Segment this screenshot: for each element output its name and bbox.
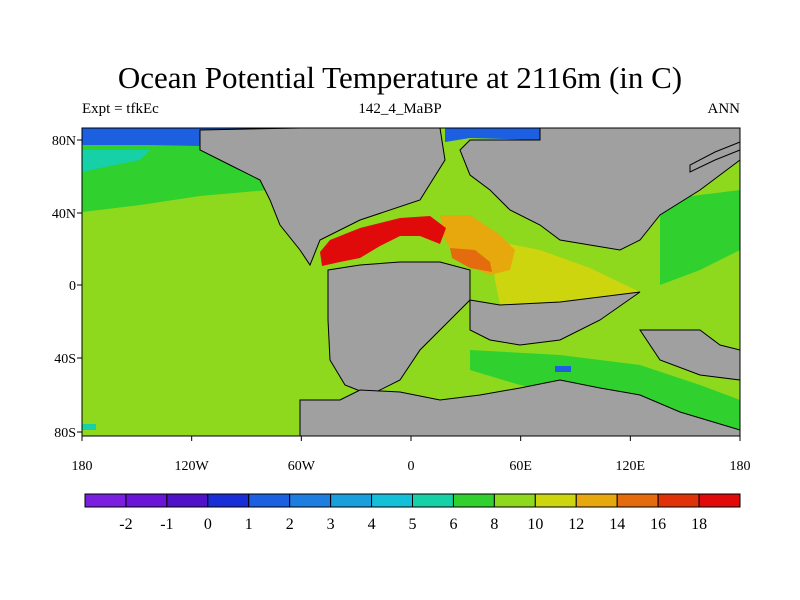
colorbar-label: 0 [204, 516, 212, 533]
ocean-field-tethys-18 [320, 216, 446, 266]
colorbar-label: 3 [327, 516, 335, 533]
ocean-field-north-pacific-8 [82, 150, 268, 212]
land-masses [199, 127, 741, 437]
age-label: 142_4_MaBP [358, 101, 442, 117]
y-tick-label: 0 [69, 279, 76, 294]
y-tick-label: 80N [52, 134, 76, 149]
colorbar: -2 -1 0 1 2 3 4 5 6 8 10 12 14 16 18 [84, 493, 741, 533]
land-africa-india [469, 291, 641, 346]
colorbar-label: 12 [568, 516, 584, 533]
colorbar-label: 4 [368, 516, 376, 533]
ocean-field-tethys-16 [450, 248, 492, 272]
colorbar-label: 18 [691, 516, 707, 533]
x-tick-label: 0 [408, 459, 415, 474]
colorbar-box [371, 493, 413, 508]
y-tick-label: 80S [54, 426, 76, 441]
colorbar-box [616, 493, 659, 508]
x-tick-label: 60W [288, 459, 316, 474]
colorbar-box [493, 493, 536, 508]
colorbar-box [534, 493, 577, 508]
season-label: ANN [707, 101, 741, 117]
colorbar-box [412, 493, 454, 508]
ocean-field-southern-cold-patch [555, 366, 571, 372]
y-tick-label: 40S [54, 352, 76, 367]
ocean-field-tethys-12 [490, 240, 640, 305]
colorbar-label: -2 [119, 516, 132, 533]
colorbar-box [84, 493, 127, 508]
colorbar-label: 16 [650, 516, 666, 533]
land-eurasia [459, 127, 741, 251]
colorbar-box [657, 493, 700, 508]
map-panel [81, 127, 741, 437]
colorbar-label: 14 [609, 516, 625, 533]
colorbar-box [452, 493, 495, 508]
colorbar-box [248, 493, 291, 508]
y-axis: 80N 40N 0 40S 80S [52, 134, 82, 441]
colorbar-label: 10 [527, 516, 543, 533]
x-tick-label: 60E [509, 459, 532, 474]
colorbar-box [330, 493, 373, 508]
x-axis: 180 120W 60W 0 60E 120E 180 [72, 436, 751, 474]
colorbar-box [575, 493, 618, 508]
map-title: Ocean Potential Temperature at 2116m (in… [117, 60, 683, 95]
ocean-field-teal-patch-west [82, 424, 96, 430]
colorbar-box [125, 493, 168, 508]
colorbar-label: 5 [409, 516, 417, 533]
x-tick-label: 120W [175, 459, 210, 474]
experiment-label: Expt = tfkEc [82, 101, 159, 117]
x-tick-label: 180 [72, 459, 93, 474]
ocean-field-north-pacific-6 [82, 150, 150, 172]
colorbar-label: -1 [160, 516, 173, 533]
x-tick-label: 120E [616, 459, 646, 474]
y-tick-label: 40N [52, 207, 76, 222]
colorbar-label: 1 [245, 516, 253, 533]
land-south-america [327, 261, 471, 396]
colorbar-label: 2 [286, 516, 294, 533]
colorbar-label: 6 [449, 516, 457, 533]
colorbar-box [289, 493, 332, 508]
ocean-field-west-pacific-8 [660, 190, 740, 285]
ocean-field-arctic-cold-east [445, 128, 540, 142]
colorbar-box [166, 493, 209, 508]
colorbar-box [698, 493, 741, 508]
colorbar-box [207, 493, 250, 508]
colorbar-label: 8 [490, 516, 498, 533]
land-north-america [199, 127, 446, 267]
x-tick-label: 180 [730, 459, 751, 474]
